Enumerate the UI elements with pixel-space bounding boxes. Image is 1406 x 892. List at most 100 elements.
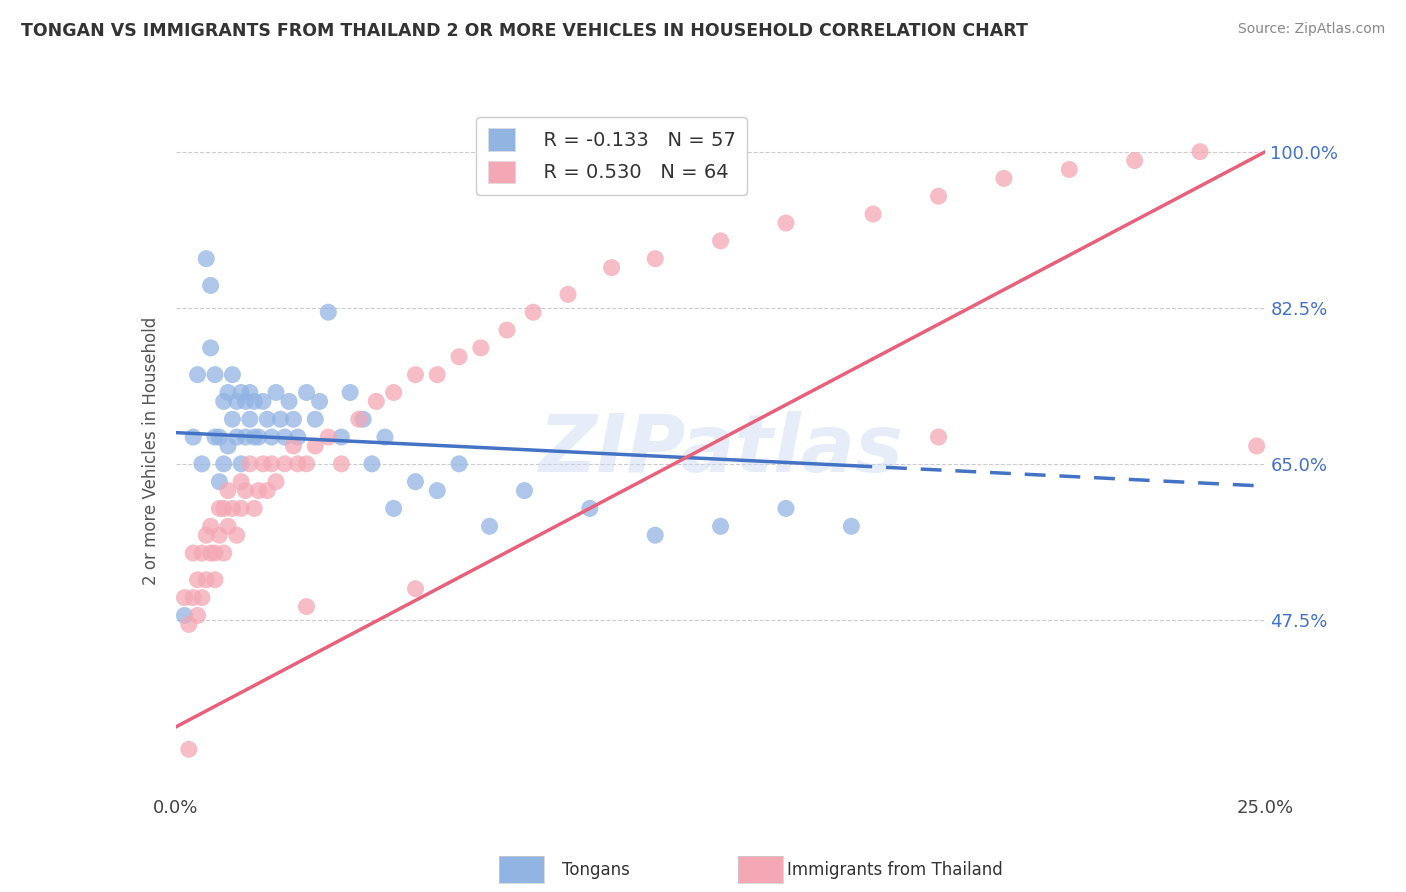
Text: ZIPatlas: ZIPatlas — [538, 411, 903, 490]
Point — [191, 546, 214, 560]
Point — [212, 501, 235, 516]
Point — [217, 519, 239, 533]
Text: Immigrants from Thailand: Immigrants from Thailand — [787, 861, 1002, 879]
Point — [1246, 439, 1268, 453]
Point — [208, 430, 231, 444]
Point — [191, 457, 214, 471]
Point — [260, 430, 283, 444]
Point — [177, 617, 200, 632]
Point — [247, 483, 270, 498]
Point — [557, 287, 579, 301]
Point — [186, 608, 209, 623]
Point — [366, 394, 388, 409]
Point — [221, 412, 243, 426]
Point — [318, 430, 340, 444]
Point — [710, 234, 733, 248]
Point — [225, 528, 247, 542]
Point — [775, 501, 797, 516]
Point — [382, 385, 405, 400]
Point — [287, 430, 309, 444]
Point — [239, 457, 262, 471]
Point — [600, 260, 623, 275]
Text: TONGAN VS IMMIGRANTS FROM THAILAND 2 OR MORE VEHICLES IN HOUSEHOLD CORRELATION C: TONGAN VS IMMIGRANTS FROM THAILAND 2 OR … — [21, 22, 1028, 40]
Point — [710, 519, 733, 533]
Point — [217, 385, 239, 400]
Point — [513, 483, 536, 498]
Point — [308, 394, 330, 409]
Point — [231, 475, 253, 489]
Point — [278, 394, 301, 409]
Point — [330, 457, 353, 471]
Point — [274, 430, 297, 444]
Point — [181, 546, 204, 560]
Point — [243, 430, 266, 444]
Point — [304, 412, 326, 426]
Point — [274, 457, 297, 471]
Point — [200, 278, 222, 293]
Point — [256, 483, 278, 498]
Point — [208, 475, 231, 489]
Point — [374, 430, 396, 444]
Legend:   R = -0.133   N = 57,   R = 0.530   N = 64: R = -0.133 N = 57, R = 0.530 N = 64 — [477, 117, 747, 194]
Point — [260, 457, 283, 471]
Point — [496, 323, 519, 337]
Point — [339, 385, 361, 400]
Point — [405, 475, 427, 489]
Point — [295, 457, 318, 471]
Point — [928, 189, 950, 203]
Point — [304, 439, 326, 453]
Point — [217, 483, 239, 498]
Point — [330, 430, 353, 444]
Point — [186, 573, 209, 587]
Y-axis label: 2 or more Vehicles in Household: 2 or more Vehicles in Household — [142, 317, 160, 584]
Point — [287, 457, 309, 471]
Point — [318, 305, 340, 319]
Point — [405, 368, 427, 382]
Point — [186, 368, 209, 382]
Point — [195, 252, 218, 266]
Point — [252, 457, 274, 471]
Point — [269, 412, 291, 426]
Point — [522, 305, 544, 319]
Point — [928, 430, 950, 444]
Point — [862, 207, 884, 221]
Point — [195, 573, 218, 587]
Point — [195, 528, 218, 542]
Point — [470, 341, 492, 355]
Point — [231, 385, 253, 400]
Point — [243, 394, 266, 409]
Point — [200, 341, 222, 355]
Point — [264, 385, 287, 400]
Point — [644, 252, 666, 266]
Point — [264, 475, 287, 489]
Point — [204, 546, 226, 560]
Point — [200, 519, 222, 533]
Point — [225, 430, 247, 444]
Point — [426, 483, 449, 498]
Point — [841, 519, 863, 533]
Point — [208, 528, 231, 542]
Point — [239, 385, 262, 400]
Point — [252, 394, 274, 409]
Point — [181, 430, 204, 444]
Point — [426, 368, 449, 382]
Point — [204, 430, 226, 444]
Point — [382, 501, 405, 516]
Point — [191, 591, 214, 605]
Point — [1057, 162, 1080, 177]
Point — [212, 546, 235, 560]
Point — [447, 457, 470, 471]
Point — [173, 608, 195, 623]
Point — [217, 439, 239, 453]
Point — [239, 412, 262, 426]
Point — [405, 582, 427, 596]
Text: Tongans: Tongans — [562, 861, 630, 879]
Point — [200, 546, 222, 560]
Point — [478, 519, 501, 533]
Point — [1123, 153, 1146, 168]
Point — [360, 457, 382, 471]
Point — [644, 528, 666, 542]
Point — [247, 430, 270, 444]
Point — [231, 457, 253, 471]
Point — [204, 368, 226, 382]
